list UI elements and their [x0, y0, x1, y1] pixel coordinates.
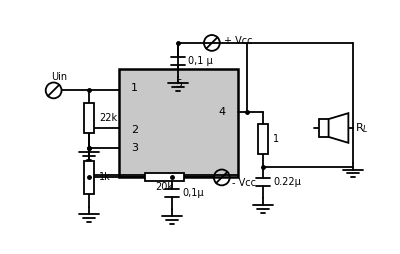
- Text: - Vcc: - Vcc: [232, 178, 256, 188]
- Polygon shape: [328, 113, 348, 143]
- Text: + Vcc: + Vcc: [224, 36, 252, 46]
- Text: 2: 2: [131, 125, 138, 135]
- Text: 0,1µ: 0,1µ: [182, 188, 204, 198]
- Text: 1: 1: [131, 83, 138, 93]
- Text: R$_L$: R$_L$: [355, 121, 369, 135]
- Text: 0.22µ: 0.22µ: [273, 177, 301, 187]
- Text: Uin: Uin: [51, 72, 67, 82]
- Bar: [145, 173, 184, 181]
- Bar: [119, 69, 238, 178]
- Bar: [84, 161, 94, 194]
- Text: 4: 4: [218, 107, 226, 117]
- Text: 5: 5: [175, 78, 182, 89]
- Text: 3: 3: [131, 143, 138, 153]
- Text: 22k: 22k: [99, 113, 117, 123]
- Text: 1: 1: [273, 134, 279, 144]
- Bar: [319, 119, 328, 137]
- Bar: [84, 103, 94, 133]
- Bar: [258, 124, 268, 154]
- Text: 1k: 1k: [99, 172, 111, 182]
- Text: 20k: 20k: [155, 182, 173, 192]
- Text: 0,1 µ: 0,1 µ: [188, 56, 213, 66]
